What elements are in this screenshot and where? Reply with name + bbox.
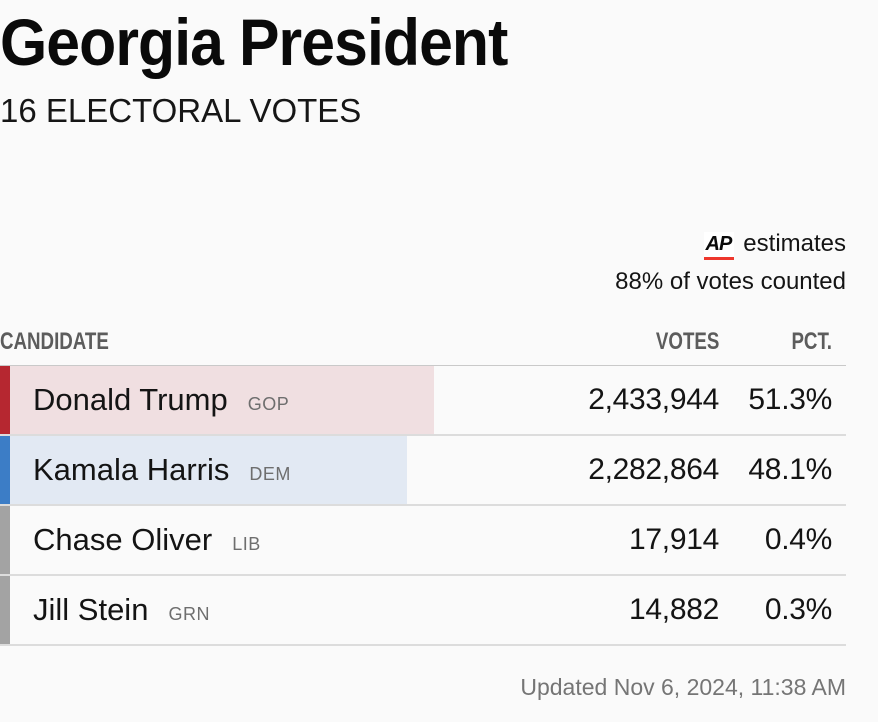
table-header: CANDIDATE VOTES PCT. xyxy=(0,328,846,366)
page-title: Georgia President xyxy=(0,5,508,79)
party-label: GOP xyxy=(247,393,290,414)
candidate-row: Donald Trump GOP 2,433,944 51.3% xyxy=(0,365,846,436)
estimates-meta: AP estimates 88% of votes counted xyxy=(0,230,846,296)
electoral-votes-subtitle: 16 ELECTORAL VOTES xyxy=(0,91,362,129)
party-label: GRN xyxy=(168,603,210,624)
candidate-row: Jill Stein GRN 14,882 0.3% xyxy=(0,575,846,646)
ap-logo: AP xyxy=(703,231,735,260)
estimates-line: AP estimates xyxy=(0,230,846,261)
updated-timestamp: Updated Nov 6, 2024, 11:38 AM xyxy=(520,673,846,700)
party-accent-bar xyxy=(0,365,10,434)
candidate-name: Jill Stein xyxy=(33,591,149,627)
votes-counted-status: 88% of votes counted xyxy=(615,267,846,295)
pct-value: 0.4% xyxy=(764,522,832,556)
votes-value: 14,882 xyxy=(629,592,719,626)
vote-share-bar xyxy=(0,435,407,504)
candidate-row: Kamala Harris DEM 2,282,864 48.1% xyxy=(0,435,846,506)
party-accent-bar xyxy=(0,435,10,504)
candidate-name: Kamala Harris xyxy=(33,451,230,487)
votes-value: 17,914 xyxy=(629,522,719,556)
pct-value: 51.3% xyxy=(748,382,832,416)
party-accent-bar xyxy=(0,575,10,644)
party-accent-bar xyxy=(0,505,10,574)
candidate-name: Donald Trump xyxy=(33,381,228,417)
estimates-label: estimates xyxy=(743,229,846,257)
column-header-pct: PCT. xyxy=(791,327,832,355)
votes-value: 2,282,864 xyxy=(588,452,719,486)
column-header-candidate: CANDIDATE xyxy=(0,327,109,355)
candidate-row: Chase Oliver LIB 17,914 0.4% xyxy=(0,505,846,576)
column-header-votes: VOTES xyxy=(655,327,719,355)
candidate-name: Chase Oliver xyxy=(33,521,213,557)
vote-share-bar xyxy=(0,365,434,434)
votes-value: 2,433,944 xyxy=(588,382,719,416)
pct-value: 0.3% xyxy=(764,592,832,626)
pct-value: 48.1% xyxy=(748,452,832,486)
party-label: DEM xyxy=(249,463,291,484)
party-label: LIB xyxy=(232,533,261,554)
results-table: CANDIDATE VOTES PCT. Donald Trump GOP 2,… xyxy=(0,328,846,646)
